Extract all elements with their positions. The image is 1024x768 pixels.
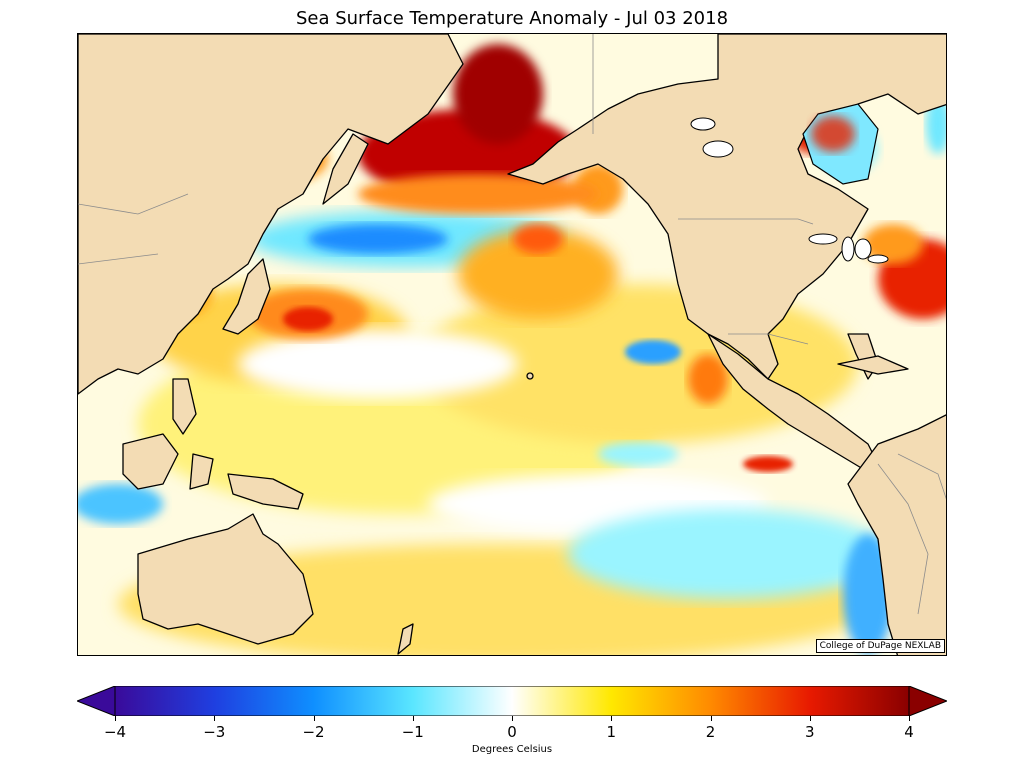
- colorbar-tick-label: 4: [904, 723, 914, 741]
- colorbar-tick-mark: [512, 716, 513, 721]
- colorbar-min-extend: [77, 686, 116, 716]
- colorbar-tick-mark: [611, 716, 613, 721]
- colorbar-max-extend: [908, 686, 947, 716]
- colorbar-ticks: −4 −3 −2 −1 0 1 2 3 4: [0, 716, 1024, 741]
- colorbar-tick-label: −2: [302, 723, 325, 741]
- colorbar-label: Degrees Celsius: [471, 744, 553, 755]
- colorbar-tick-label: 0: [507, 723, 517, 741]
- colorbar-tick-mark: [214, 716, 216, 721]
- great-lakes: [690, 117, 889, 264]
- colorbar-tick-label: 2: [705, 723, 716, 741]
- colorbar-tick-mark: [809, 716, 811, 721]
- colorbar-tick-mark: [313, 716, 315, 721]
- colorbar-gradient: [114, 686, 910, 716]
- colorbar: [77, 686, 947, 716]
- map-canvas: College of DuPage NEXLAB: [78, 34, 946, 655]
- colorbar-tick-label: −3: [203, 723, 226, 741]
- country-borders: [78, 34, 946, 615]
- colorbar-tick-mark: [412, 716, 414, 721]
- colorbar-tick-label: 3: [804, 723, 815, 741]
- hudson-bay-warm: [811, 116, 855, 152]
- sst-anomaly-map: College of DuPage NEXLAB: [77, 33, 947, 656]
- map-title: Sea Surface Temperature Anomaly - Jul 03…: [295, 8, 729, 29]
- credit-label: College of DuPage NEXLAB: [815, 639, 945, 653]
- colorbar-tick-mark: [710, 716, 712, 721]
- colorbar-tick-label: −4: [103, 723, 127, 741]
- colorbar-tick-mark: [115, 716, 116, 721]
- colorbar-tick-label: −1: [401, 723, 424, 741]
- colorbar-tick-mark: [909, 716, 910, 721]
- colorbar-tick-label: 1: [606, 723, 617, 741]
